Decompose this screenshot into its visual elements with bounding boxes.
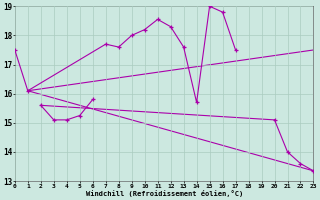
X-axis label: Windchill (Refroidissement éolien,°C): Windchill (Refroidissement éolien,°C) (85, 190, 243, 197)
